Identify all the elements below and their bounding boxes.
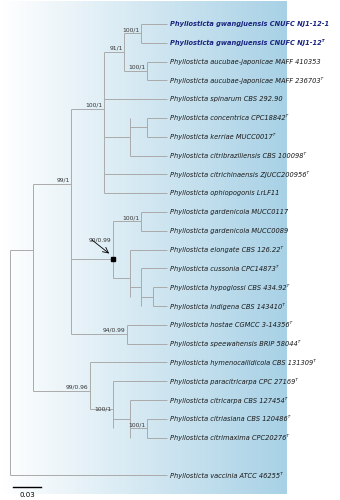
Text: Phyllosticta hypoglossi CBS 434.92ᵀ: Phyllosticta hypoglossi CBS 434.92ᵀ [170, 284, 290, 290]
Text: Phyllosticta gardenicola MUCC0089: Phyllosticta gardenicola MUCC0089 [170, 228, 289, 234]
Text: Phyllosticta citribraziliensis CBS 100098ᵀ: Phyllosticta citribraziliensis CBS 10009… [170, 152, 306, 159]
Text: Phyllosticta citriasiana CBS 120486ᵀ: Phyllosticta citriasiana CBS 120486ᵀ [170, 416, 291, 422]
Text: Phyllosticta ophiopogonis LrLF11: Phyllosticta ophiopogonis LrLF11 [170, 190, 280, 196]
Text: Phyllosticta hostae CGMCC 3-14356ᵀ: Phyllosticta hostae CGMCC 3-14356ᵀ [170, 322, 293, 328]
Text: Phyllosticta gwangjuensis CNUFC NJ1-12ᵀ: Phyllosticta gwangjuensis CNUFC NJ1-12ᵀ [170, 40, 325, 46]
Text: Phyllosticta elongate CBS 126.22ᵀ: Phyllosticta elongate CBS 126.22ᵀ [170, 246, 284, 253]
Text: Phyllosticta citrichinaensis ZJUCC200956ᵀ: Phyllosticta citrichinaensis ZJUCC200956… [170, 171, 309, 178]
Text: 90/0.99: 90/0.99 [88, 238, 111, 242]
Text: 91/1: 91/1 [109, 46, 123, 51]
Text: Phyllosticta gwangjuensis CNUFC NJ1-12-1: Phyllosticta gwangjuensis CNUFC NJ1-12-1 [170, 21, 329, 27]
Text: 94/0.99: 94/0.99 [103, 328, 125, 333]
Text: 0.03: 0.03 [19, 492, 35, 498]
Text: Phyllosticta spinarum CBS 292.90: Phyllosticta spinarum CBS 292.90 [170, 96, 283, 102]
Text: 100/1: 100/1 [123, 215, 140, 220]
Text: Phyllosticta aucubae-japonicae MAFF 236703ᵀ: Phyllosticta aucubae-japonicae MAFF 2367… [170, 77, 324, 84]
Text: Phyllosticta vaccinia ATCC 46255ᵀ: Phyllosticta vaccinia ATCC 46255ᵀ [170, 472, 283, 479]
Text: Phyllosticta citrimaxima CPC20276ᵀ: Phyllosticta citrimaxima CPC20276ᵀ [170, 434, 289, 441]
Text: 100/1: 100/1 [129, 422, 146, 427]
Text: Phyllosticta indigena CBS 143410ᵀ: Phyllosticta indigena CBS 143410ᵀ [170, 302, 285, 310]
Text: Phyllosticta gardenicola MUCC0117: Phyllosticta gardenicola MUCC0117 [170, 209, 289, 215]
Text: 100/1: 100/1 [94, 407, 111, 412]
Text: Phyllosticta kerriae MUCC0017ᵀ: Phyllosticta kerriae MUCC0017ᵀ [170, 134, 276, 140]
Text: 99/1: 99/1 [56, 178, 70, 182]
Text: Phyllosticta hymenocallidicola CBS 131309ᵀ: Phyllosticta hymenocallidicola CBS 13130… [170, 359, 316, 366]
Text: Phyllosticta cussonia CPC14873ᵀ: Phyllosticta cussonia CPC14873ᵀ [170, 265, 279, 272]
Text: Phyllosticta citricarpa CBS 127454ᵀ: Phyllosticta citricarpa CBS 127454ᵀ [170, 396, 288, 404]
Text: 99/0.96: 99/0.96 [66, 384, 88, 390]
Text: Phyllosticta paracitricarpa CPC 27169ᵀ: Phyllosticta paracitricarpa CPC 27169ᵀ [170, 378, 298, 385]
Text: Phyllosticta concentrica CPC18842ᵀ: Phyllosticta concentrica CPC18842ᵀ [170, 114, 289, 121]
Text: Phyllosticta speewahensis BRIP 58044ᵀ: Phyllosticta speewahensis BRIP 58044ᵀ [170, 340, 301, 347]
Text: Phyllosticta aucubae-japonicae MAFF 410353: Phyllosticta aucubae-japonicae MAFF 4103… [170, 58, 321, 64]
Text: 100/1: 100/1 [86, 102, 103, 108]
Text: 100/1: 100/1 [129, 64, 146, 70]
Text: 100/1: 100/1 [123, 27, 140, 32]
